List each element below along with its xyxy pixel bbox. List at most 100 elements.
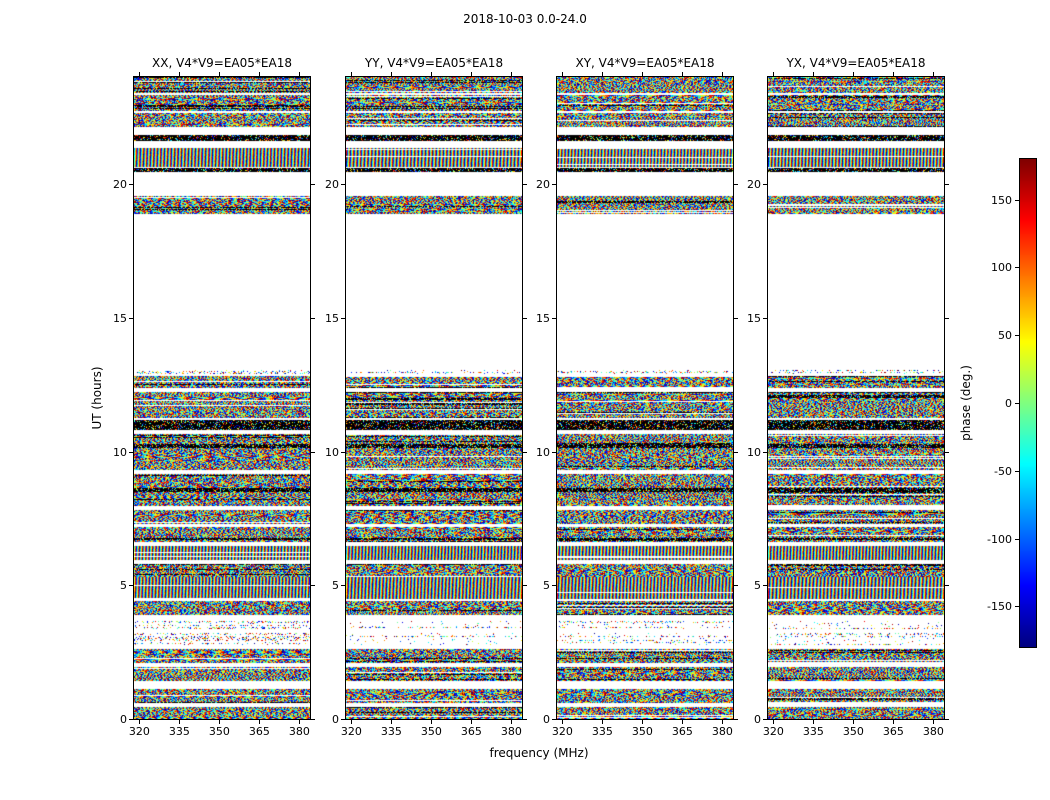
x-tick-label: 335	[168, 725, 190, 738]
x-tick	[773, 720, 775, 724]
y-tick-label: 0	[120, 713, 127, 726]
y-tick	[734, 317, 738, 319]
x-tick-label: 350	[208, 725, 230, 738]
x-tick	[933, 72, 935, 76]
y-tick-label: 0	[543, 713, 550, 726]
y-tick-label: 10	[325, 445, 339, 459]
x-tick	[471, 720, 473, 724]
x-tick	[259, 72, 261, 76]
heatmap-canvas-xx	[134, 77, 310, 719]
colorbar-tick	[1015, 606, 1019, 608]
y-tick-label: 5	[543, 579, 550, 593]
y-tick	[552, 184, 556, 185]
y-tick	[552, 719, 556, 720]
x-tick	[813, 72, 815, 76]
y-tick-label: 10	[747, 445, 761, 459]
x-tick	[642, 72, 644, 76]
x-tick-label: 320	[762, 725, 784, 738]
x-tick-label: 365	[882, 725, 904, 738]
x-tick-label: 335	[802, 725, 824, 738]
y-tick	[311, 585, 315, 587]
y-tick	[523, 317, 527, 319]
y-tick-label: 20	[747, 178, 761, 191]
y-tick	[129, 317, 133, 319]
y-tick	[945, 585, 949, 587]
x-tick-label: 380	[288, 725, 310, 738]
y-tick	[945, 184, 949, 185]
y-tick-label: 20	[536, 178, 550, 191]
x-tick	[722, 72, 724, 76]
x-tick-label: 335	[591, 725, 613, 738]
y-tick-label: 20	[325, 178, 339, 191]
x-tick	[853, 72, 855, 76]
colorbar-tick	[1015, 470, 1019, 472]
x-tick	[602, 72, 604, 76]
panel-xy: XY, V4*V9=EA05*EA18 320 335 350 365 380 0 5 10 15…	[536, 56, 738, 737]
y-tick-label: 10	[113, 445, 127, 459]
y-tick-label: 15	[536, 311, 550, 325]
colorbar-label: phase (deg.)	[959, 365, 973, 441]
colorbar-tick-label: 100	[991, 261, 1012, 275]
x-tick	[299, 72, 301, 76]
colorbar-tick	[1015, 538, 1019, 540]
y-tick	[129, 719, 133, 720]
colorbar: phase (deg.) 150 100 50 0 -50 -100 -150	[959, 158, 1037, 648]
x-tick-label: 350	[631, 725, 653, 738]
y-tick	[552, 585, 556, 587]
panel-title-xx: XX, V4*V9=EA05*EA18	[152, 56, 292, 70]
y-tick-label: 15	[325, 311, 339, 325]
x-tick	[853, 720, 855, 724]
y-tick-label: 0	[754, 713, 761, 726]
heatmap-canvas-yx	[768, 77, 944, 719]
panel-yy: YY, V4*V9=EA05*EA18 320 335 350 365 380 0 5 10 15…	[325, 56, 527, 737]
x-tick	[219, 720, 221, 724]
x-axis-label: frequency (MHz)	[489, 746, 589, 760]
colorbar-tick-label: -150	[987, 600, 1012, 614]
x-tick	[391, 72, 393, 76]
x-tick	[562, 720, 564, 724]
y-tick-label: 0	[332, 713, 339, 726]
x-tick-label: 380	[922, 725, 944, 738]
colorbar-tick-label: 0	[1005, 397, 1012, 410]
y-tick	[734, 719, 738, 720]
colorbar-tick	[1015, 199, 1019, 201]
panel-yx: YX, V4*V9=EA05*EA18 320 335 350 365 380 0 5 10 15…	[747, 56, 949, 737]
colorbar-gradient	[1020, 159, 1036, 647]
y-tick-label: 10	[536, 445, 550, 459]
y-tick	[523, 451, 527, 453]
heatmap-canvas-yy	[346, 77, 522, 719]
y-tick	[763, 451, 767, 453]
y-tick	[129, 184, 133, 185]
y-tick	[311, 317, 315, 319]
x-tick	[179, 72, 181, 76]
x-tick	[471, 72, 473, 76]
x-tick	[682, 720, 684, 724]
y-tick	[341, 184, 345, 185]
x-tick	[431, 72, 433, 76]
y-tick	[341, 719, 345, 720]
x-tick	[722, 720, 724, 724]
colorbar-tick	[1015, 267, 1019, 269]
colorbar-tick	[1015, 335, 1019, 337]
x-tick-label: 365	[248, 725, 270, 738]
y-tick	[945, 317, 949, 319]
y-tick	[734, 451, 738, 453]
y-tick	[763, 184, 767, 185]
y-tick	[763, 719, 767, 720]
x-tick	[813, 720, 815, 724]
x-tick-label: 365	[671, 725, 693, 738]
x-tick-label: 365	[460, 725, 482, 738]
x-tick	[933, 720, 935, 724]
x-tick	[511, 72, 513, 76]
figure-title: 2018-10-03 0.0-24.0	[463, 12, 587, 26]
y-tick	[552, 451, 556, 453]
x-tick	[351, 72, 353, 76]
y-tick-label: 5	[120, 579, 127, 593]
colorbar-tick-label: -50	[994, 464, 1012, 478]
y-tick	[945, 719, 949, 720]
x-tick	[139, 72, 141, 76]
x-tick	[179, 720, 181, 724]
colorbar-tick-label: 50	[998, 329, 1012, 343]
y-tick	[311, 451, 315, 453]
y-tick	[341, 317, 345, 319]
